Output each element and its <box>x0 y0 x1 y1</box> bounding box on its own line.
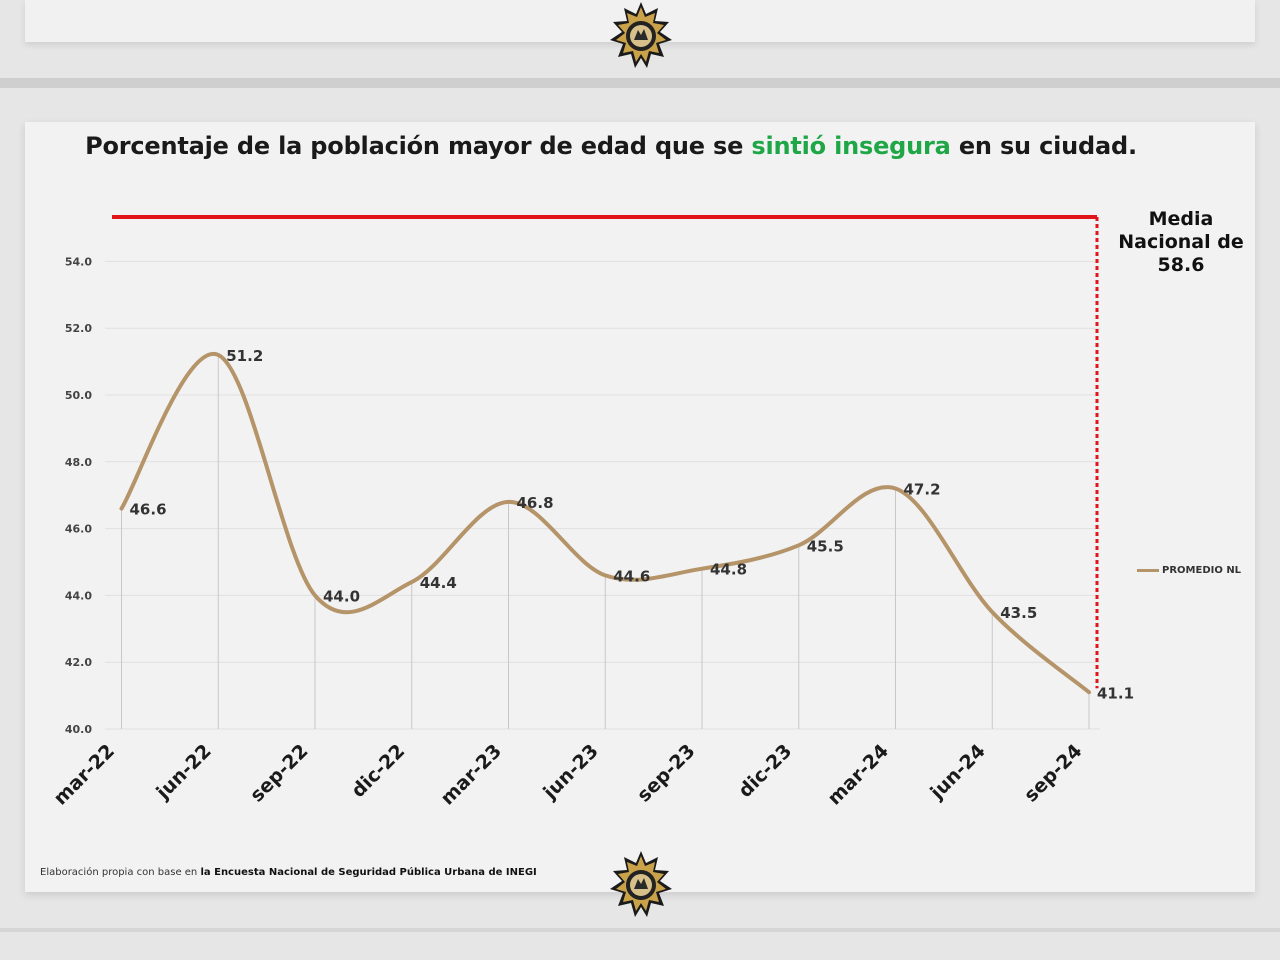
y-tick-label: 48.0 <box>65 456 92 469</box>
y-tick-label: 40.0 <box>65 723 92 736</box>
series-line <box>119 352 1091 695</box>
data-point <box>1087 690 1091 694</box>
data-label: 44.0 <box>323 587 360 605</box>
data-point <box>507 500 510 504</box>
police-badge-icon <box>610 2 672 68</box>
data-point <box>120 507 123 511</box>
data-label: 43.5 <box>1000 604 1037 622</box>
x-tick-label: mar-24 <box>824 740 894 810</box>
x-tick-label: mar-22 <box>50 740 120 810</box>
data-label: 47.2 <box>904 481 941 499</box>
x-tick-label: sep-24 <box>1020 740 1087 807</box>
x-tick-label: dic-23 <box>734 740 796 802</box>
chart-card <box>25 122 1255 892</box>
y-tick-label: 42.0 <box>65 656 92 669</box>
data-point <box>797 543 801 547</box>
data-label: 45.5 <box>807 537 844 555</box>
data-label: 44.8 <box>710 561 747 579</box>
national-average-value: 58.6 <box>1157 254 1205 276</box>
data-point <box>216 353 220 357</box>
police-badge-icon <box>610 851 672 917</box>
y-tick-label: 50.0 <box>65 389 92 402</box>
y-tick-label: 46.0 <box>65 523 92 536</box>
x-tick-label: jun-22 <box>152 740 216 804</box>
divider <box>0 78 1280 88</box>
x-tick-label: sep-22 <box>246 740 313 807</box>
chart-legend: PROMEDIO NL <box>1137 565 1241 576</box>
title-highlight: sintió insegura <box>751 132 951 160</box>
y-tick-label: 52.0 <box>65 322 92 335</box>
chart-title: Porcentaje de la población mayor de edad… <box>0 132 1222 160</box>
divider <box>0 928 1280 932</box>
source-note: Elaboración propia con base en la Encues… <box>40 867 537 878</box>
title-part-2: en su ciudad. <box>950 132 1137 160</box>
data-label: 44.6 <box>613 567 650 585</box>
x-tick-label: dic-22 <box>347 740 409 802</box>
data-point <box>990 610 994 614</box>
national-average-label: Media Nacional de 58.6 <box>1115 208 1247 277</box>
x-tick-label: mar-23 <box>437 740 507 810</box>
data-point <box>410 580 414 584</box>
data-point <box>700 567 704 571</box>
x-tick-label: sep-23 <box>633 740 700 807</box>
legend-label: PROMEDIO NL <box>1162 565 1242 576</box>
national-average-line-2: Nacional de <box>1118 231 1244 253</box>
data-point <box>313 593 317 597</box>
x-tick-label: jun-23 <box>539 740 603 804</box>
source-bold: la Encuesta Nacional de Seguridad Públic… <box>200 867 537 878</box>
national-average-line-1: Media <box>1148 208 1214 230</box>
title-part-1: Porcentaje de la población mayor de edad… <box>85 132 752 160</box>
data-label: 44.4 <box>420 574 457 592</box>
data-point <box>603 573 607 577</box>
data-label: 51.2 <box>226 347 263 365</box>
y-tick-label: 44.0 <box>65 589 92 602</box>
data-label: 46.6 <box>130 501 167 519</box>
data-label: 46.8 <box>517 494 554 512</box>
data-point <box>894 487 897 491</box>
data-label: 41.1 <box>1097 684 1134 702</box>
source-prefix: Elaboración propia con base en <box>40 867 201 878</box>
legend-swatch <box>1137 569 1159 572</box>
y-tick-label: 54.0 <box>65 255 92 268</box>
x-tick-label: jun-24 <box>926 740 990 804</box>
